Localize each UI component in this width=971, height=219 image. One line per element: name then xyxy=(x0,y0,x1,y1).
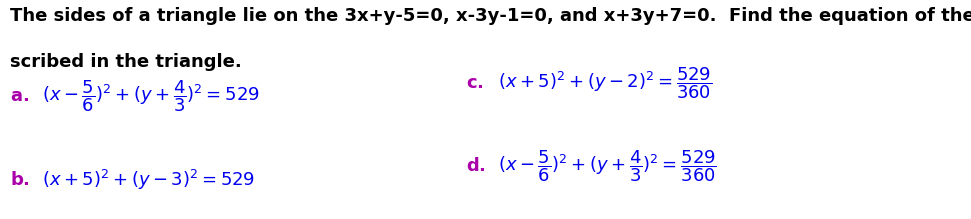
Text: $\mathbf{c.}$: $\mathbf{c.}$ xyxy=(466,74,484,92)
Text: The sides of a triangle lie on the 3x+y-5=0, x-3y-1=0, and x+3y+7=0.  Find the e: The sides of a triangle lie on the 3x+y-… xyxy=(10,7,971,25)
Text: $(x+5)^2+(y-2)^2=\dfrac{529}{360}$: $(x+5)^2+(y-2)^2=\dfrac{529}{360}$ xyxy=(498,65,713,101)
Text: $\mathbf{d.}$: $\mathbf{d.}$ xyxy=(466,157,486,175)
Text: $(x+5)^2+(y-3)^2=529$: $(x+5)^2+(y-3)^2=529$ xyxy=(42,168,254,192)
Text: $(x-\dfrac{5}{6})^2+(y+\dfrac{4}{3})^2=\dfrac{529}{360}$: $(x-\dfrac{5}{6})^2+(y+\dfrac{4}{3})^2=\… xyxy=(498,149,717,184)
Text: $(x-\dfrac{5}{6})^2+(y+\dfrac{4}{3})^2=529$: $(x-\dfrac{5}{6})^2+(y+\dfrac{4}{3})^2=5… xyxy=(42,79,259,114)
Text: $\mathbf{a.}$: $\mathbf{a.}$ xyxy=(10,87,29,105)
Text: scribed in the triangle.: scribed in the triangle. xyxy=(10,53,242,71)
Text: $\mathbf{b.}$: $\mathbf{b.}$ xyxy=(10,171,29,189)
